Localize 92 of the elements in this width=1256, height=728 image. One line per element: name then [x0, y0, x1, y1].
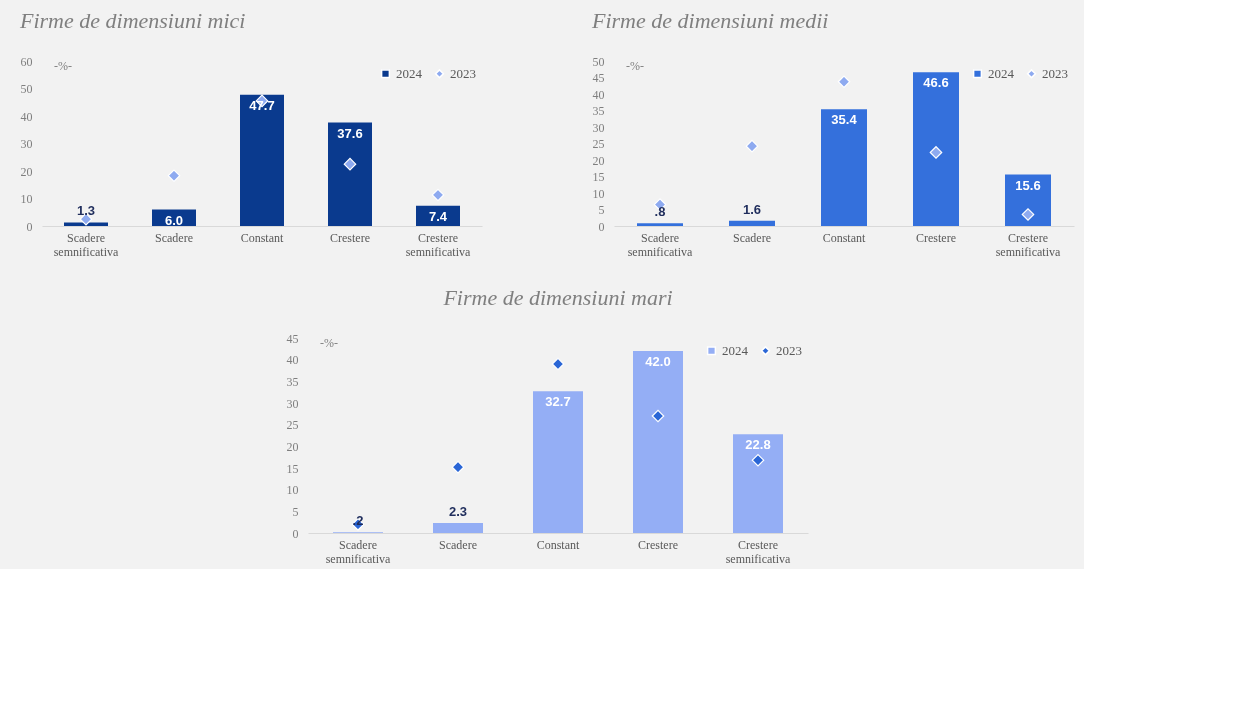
bar: [637, 223, 683, 226]
data-label: 15.6: [1015, 177, 1041, 193]
x-tick-label: Crestere: [916, 230, 956, 245]
y-tick-label: 0: [598, 219, 605, 234]
legend-label: 2023: [450, 65, 476, 81]
y-tick-label: 5: [292, 504, 299, 519]
x-tick-label: Crestere: [638, 537, 678, 552]
bar: [433, 523, 483, 533]
bar: [533, 391, 583, 533]
y-tick-label: 10: [20, 192, 33, 206]
y-tick-label: 45: [286, 331, 299, 346]
y-tick-label: 20: [592, 153, 605, 168]
y-tick-label: 15: [286, 461, 299, 476]
x-tick-label: Scadere semnificativa: [53, 230, 119, 259]
data-label: 1.3: [76, 203, 96, 219]
data-label: 42.0: [645, 354, 671, 369]
x-tick-label: Constant: [536, 537, 580, 552]
annotation: -%-: [54, 59, 72, 73]
bar: [733, 434, 783, 533]
point: [551, 357, 565, 371]
x-tick-label: Crestere semnificativa: [725, 537, 791, 566]
y-tick-label: 45: [592, 71, 605, 85]
data-label: 6.0: [164, 212, 184, 228]
y-tick-label: 40: [286, 353, 299, 368]
chart-title: Firme de dimensiuni medii: [591, 8, 829, 33]
y-tick-label: 25: [592, 137, 605, 151]
y-tick-label: 50: [592, 54, 605, 69]
data-label: 47.7: [249, 97, 275, 113]
x-tick-label: Crestere semnificativa: [405, 230, 471, 259]
y-tick-label: 40: [592, 87, 605, 102]
x-tick-label: Scadere: [733, 230, 771, 245]
x-tick-label: Constant: [822, 230, 866, 245]
point: [651, 409, 665, 423]
point: [751, 453, 765, 467]
y-tick-label: 60: [20, 54, 33, 69]
legend-label: 2024: [396, 65, 423, 81]
data-label: 46.6: [923, 75, 949, 91]
y-tick-label: 10: [592, 186, 605, 201]
y-tick-label: 0: [26, 219, 33, 234]
data-label: 32.7: [545, 394, 571, 410]
point: [837, 75, 851, 89]
y-tick-label: 50: [20, 82, 33, 96]
legend-label: 2023: [1042, 65, 1068, 81]
bar: [328, 122, 372, 226]
y-tick-label: 40: [20, 109, 33, 124]
y-tick-label: 20: [286, 439, 299, 454]
point: [167, 169, 181, 182]
x-tick-label: Scadere semnificativa: [627, 230, 693, 259]
y-tick-label: 35: [286, 374, 299, 389]
y-tick-label: 20: [20, 164, 33, 179]
y-tick-label: 10: [286, 483, 299, 498]
point: [745, 139, 759, 153]
point: [343, 157, 357, 171]
x-tick-label: Constant: [240, 230, 284, 245]
chart-title: Firme de dimensiuni mici: [19, 8, 246, 33]
point: [451, 460, 465, 474]
data-label: 2.3: [448, 504, 468, 520]
data-label: 37.6: [337, 125, 363, 141]
y-tick-label: 5: [598, 203, 605, 217]
legend-label: 2024: [722, 342, 749, 358]
y-tick-label: 35: [592, 104, 605, 118]
x-tick-label: Scadere: [439, 537, 477, 552]
bar: [64, 222, 108, 226]
x-tick-label: Crestere semnificativa: [995, 230, 1061, 259]
x-tick-label: Scadere: [155, 230, 193, 245]
data-label: 35.4: [831, 112, 858, 128]
x-tick-label: Scadere semnificativa: [325, 537, 391, 566]
bar: [1005, 174, 1051, 226]
y-tick-label: 15: [592, 170, 605, 184]
bar: [913, 72, 959, 226]
y-tick-label: 25: [286, 418, 299, 433]
annotation: -%-: [320, 336, 338, 350]
y-tick-label: 0: [292, 526, 299, 541]
data-label: 22.8: [745, 437, 771, 453]
bar: [633, 351, 683, 533]
chart-title: Firme de dimensiuni mari: [442, 285, 673, 310]
y-tick-label: 30: [592, 120, 605, 135]
bar: [240, 94, 284, 226]
data-label: 1.6: [742, 201, 762, 217]
annotation: -%-: [626, 59, 644, 73]
y-tick-label: 30: [20, 137, 33, 151]
legend-label: 2023: [776, 342, 802, 358]
y-tick-label: 30: [286, 396, 299, 411]
bar: [729, 220, 775, 226]
legend-label: 2024: [988, 65, 1015, 81]
point: [929, 146, 943, 159]
point: [431, 188, 445, 202]
bar: [821, 109, 867, 226]
data-label: .8: [654, 204, 666, 220]
data-label: 7.4: [428, 208, 448, 224]
x-tick-label: Crestere: [330, 230, 370, 245]
point: [1021, 208, 1035, 221]
